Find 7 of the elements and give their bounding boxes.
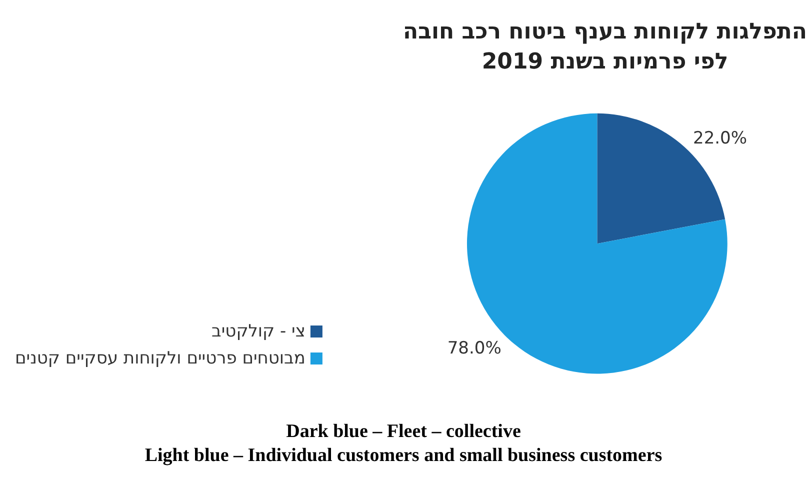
legend-label: צי - קולקטיב [212,322,306,342]
text: Light blue – Individual customers and small business customers [144,444,664,468]
chart-title: התפלגות לקוחות בענף ביטוח רכב חובה לפי פרמיות בשנת 2019 [402,20,807,74]
data-label: 78.0% [447,338,502,359]
data-label: 22.0% [692,128,748,149]
text: Dark blue – Fleet – collective [285,420,522,444]
legend-label: מבוטחים פרטיים ולקוחות עסקיים קטנים [14,348,306,368]
